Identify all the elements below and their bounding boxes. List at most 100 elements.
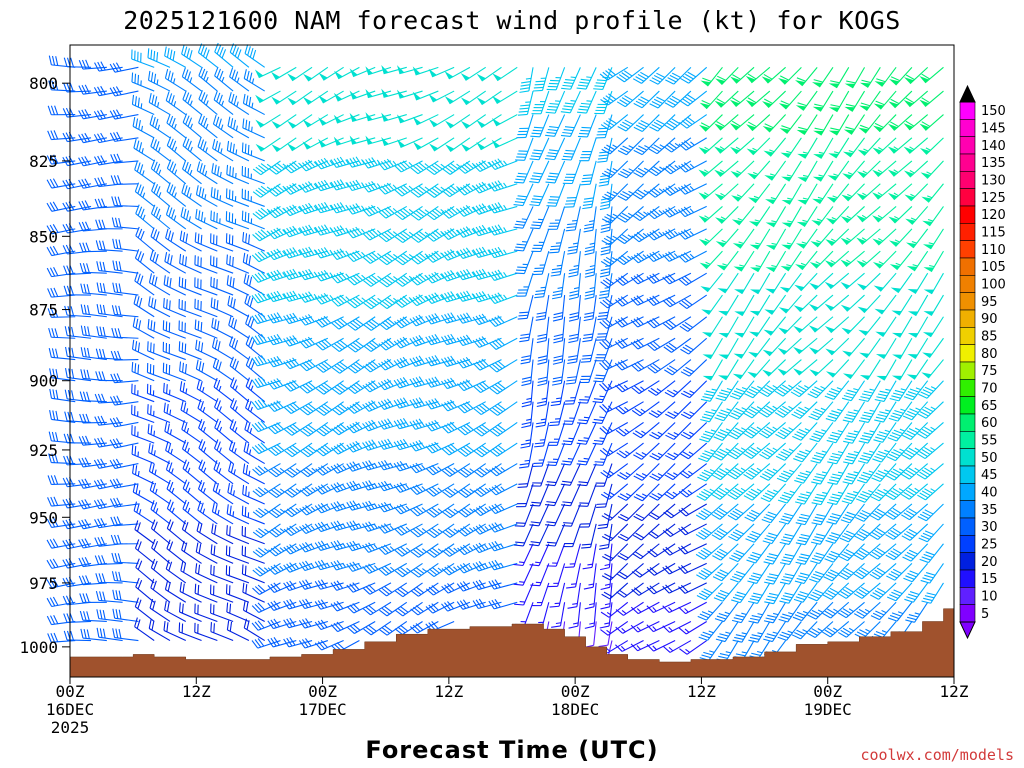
wind-barb [859,337,881,359]
wind-barb [599,421,629,435]
wind-barb [78,575,107,586]
wind-barb [210,584,234,603]
wind-barb [680,401,708,420]
wind-barb [715,228,739,248]
wind-barb [679,640,708,655]
wind-barb [535,401,550,428]
wind-barb [617,183,644,201]
wind-barb [394,316,423,329]
wind-barb [680,422,708,440]
wind-barb [131,72,155,92]
wind-barb [795,503,818,526]
wind-barb [47,632,76,643]
wind-barb [425,271,455,284]
wind-barb [695,523,723,540]
wind-barb [919,66,944,84]
wind-barb [873,90,897,110]
wind-barb [749,294,771,316]
wind-barb [394,543,423,557]
wind-barb [210,187,234,207]
wind-barb [602,183,629,202]
y-tick-label: 825 [29,152,58,171]
wind-barb [695,503,723,521]
wind-barb [150,500,171,525]
wind-barb [536,380,550,408]
wind-barb [425,463,455,476]
wind-barb [595,316,613,341]
wind-barb [728,401,755,420]
colorbar-label: 50 [981,451,998,466]
wind-barb [165,205,187,230]
wind-barb [809,272,834,290]
wind-barb [545,137,566,161]
wind-barb [212,357,234,382]
wind-barb [214,42,234,68]
wind-barb [734,316,755,338]
wind-barb [132,116,155,139]
wind-barb [426,205,455,221]
wind-barb [646,316,676,329]
wind-barb [489,359,518,373]
wind-barb [601,160,629,179]
wind-barb [631,205,660,222]
wind-barb [580,160,597,186]
wind-barb [713,582,739,602]
wind-barb [284,442,313,458]
wind-barb [212,481,234,505]
wind-barb [700,272,723,293]
wind-barb [165,91,187,116]
colorbar-label: 145 [981,122,1006,137]
wind-barb [109,131,139,142]
wind-barb [827,442,850,465]
wind-barb [729,380,755,400]
wind-barb [597,294,613,321]
wind-barb [869,543,897,560]
wind-barb [617,523,644,542]
wind-barb [363,621,392,636]
wind-barb [680,442,708,460]
wind-barb [903,160,929,178]
wind-barb [268,183,297,197]
wind-barb [858,114,881,134]
wind-barb [242,600,265,622]
wind-barb [778,294,802,314]
wind-barb [811,503,834,526]
wind-barb [349,90,376,100]
wind-barb [598,523,613,550]
x-tick-label: 19DEC [804,700,852,719]
wind-barb [149,598,171,622]
wind-barb [916,422,944,439]
wind-barb [700,401,723,423]
wind-barb [96,627,123,642]
wind-barb [840,228,865,245]
wind-barb [78,84,107,95]
wind-barb [426,228,455,242]
wind-barb [553,316,566,344]
colorbar-label: 30 [981,520,998,535]
colorbar-swatch [959,379,976,397]
wind-barb [441,463,471,477]
wind-barb [181,67,202,92]
wind-barb [564,183,581,208]
wind-barb [779,523,802,546]
colorbar-label: 120 [981,208,1006,223]
wind-barb [778,90,802,110]
wind-barb [198,459,218,485]
wind-barb [678,228,707,240]
wind-barb [520,338,534,365]
wind-barb [47,475,76,485]
wind-barb [779,543,802,566]
wind-barb [457,503,486,518]
wind-barb [796,206,818,227]
wind-barb [243,69,265,92]
wind-barb [409,483,439,495]
wind-barb [394,601,423,617]
plot-frame [69,44,955,678]
wind-barb [702,359,723,381]
wind-barb [842,160,865,180]
wind-barb [268,543,297,557]
wind-barb [537,359,550,387]
wind-barb [714,137,739,154]
wind-barb [841,316,865,335]
wind-barb [529,503,550,527]
